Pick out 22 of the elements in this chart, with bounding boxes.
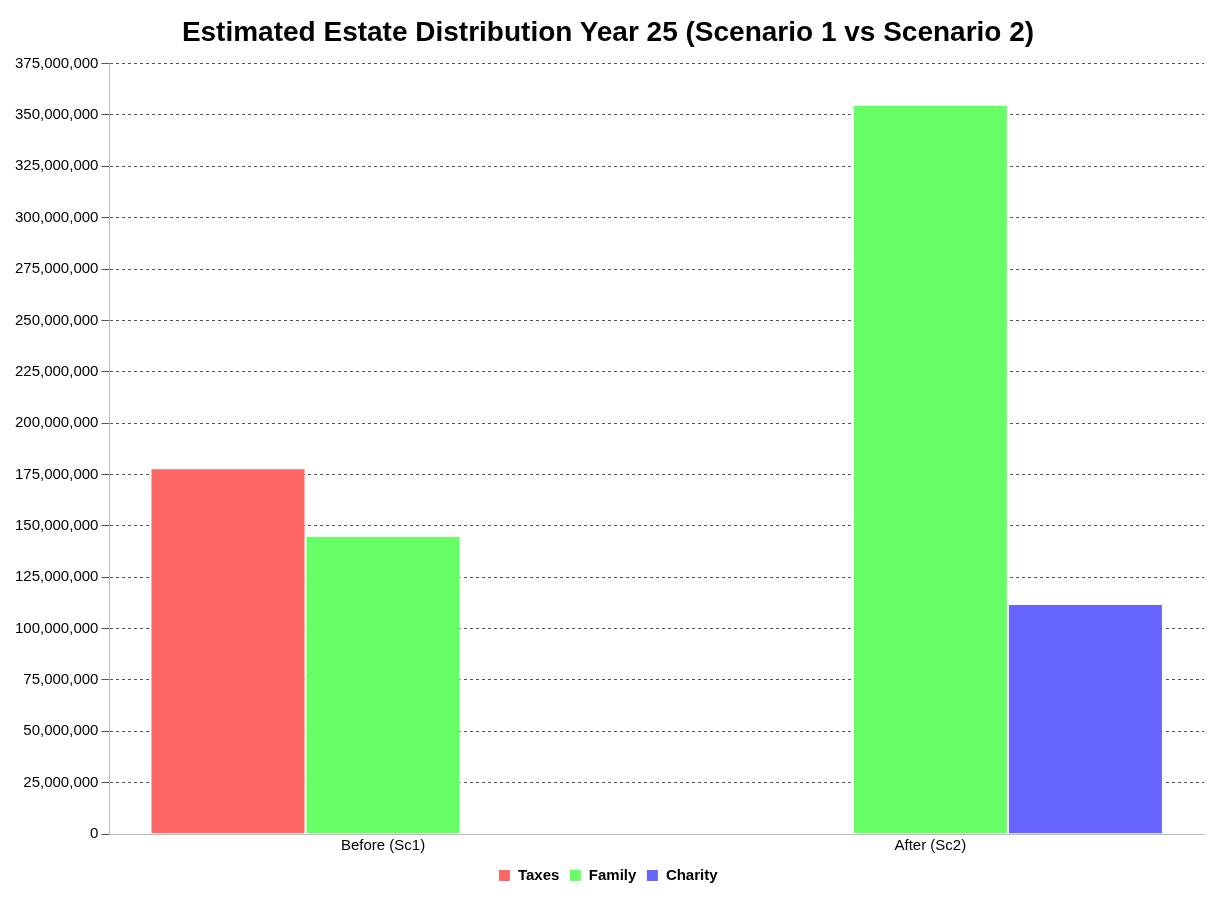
legend-label: Charity: [665, 865, 719, 883]
y-tick-label: 250,000,000: [14, 310, 99, 328]
y-tick-label: 225,000,000: [14, 361, 99, 379]
y-tick-label: 375,000,000: [14, 53, 99, 71]
x-tick-label: Before (Sc1): [340, 836, 426, 854]
x-tick-label: After (Sc2): [894, 836, 967, 854]
y-tick-label: 100,000,000: [14, 618, 99, 636]
y-tick-label: 0: [90, 824, 99, 842]
y-tick-label: 325,000,000: [14, 156, 99, 174]
y-tick-label: 200,000,000: [14, 413, 99, 431]
y-tick-label: 150,000,000: [14, 515, 99, 533]
chart-title: Estimated Estate Distribution Year 25 (Scenario 1 vs Scenario 2): [181, 15, 1035, 47]
legend-label: Family: [588, 865, 638, 883]
y-tick-label: 75,000,000: [23, 670, 99, 688]
y-tick-label: 275,000,000: [14, 259, 99, 277]
y-tick-label: 300,000,000: [14, 207, 99, 225]
y-tick-label: 125,000,000: [14, 567, 99, 585]
y-tick-label: 175,000,000: [14, 464, 99, 482]
y-tick-label: 50,000,000: [23, 721, 99, 739]
y-tick-label: 25,000,000: [23, 772, 99, 790]
legend-label: Taxes: [517, 865, 560, 883]
y-tick-label: 350,000,000: [14, 105, 99, 123]
